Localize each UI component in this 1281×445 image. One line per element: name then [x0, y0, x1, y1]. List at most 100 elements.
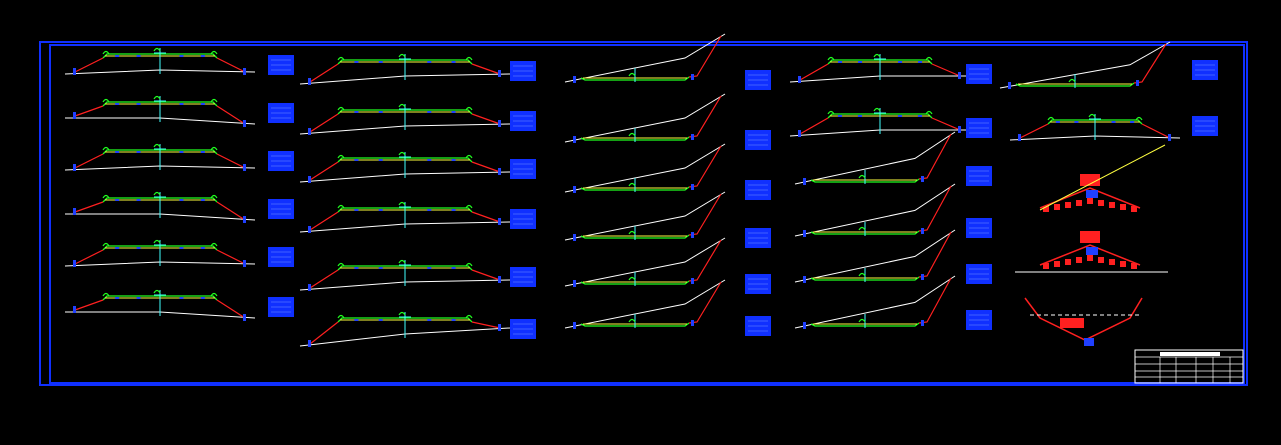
- section-c4-6-left-toe-marker: [803, 322, 806, 329]
- section-c2-6-road-mark: [427, 319, 432, 321]
- section-c4-6-ground-line: [794, 275, 956, 329]
- section-c1-4-road-mark: [179, 199, 184, 201]
- section-c2-5-left-slope: [309, 269, 339, 289]
- section-c1-2-road-mark: [200, 103, 205, 105]
- section-c1-3-left-slope: [74, 153, 104, 169]
- section-c2-3-right-curl: [465, 154, 473, 159]
- section-c2-4-center-curl: [398, 201, 406, 206]
- detail-diagram-2-block: [1087, 255, 1093, 261]
- section-c4-2-road-mark: [918, 115, 922, 117]
- section-c2-4-left-slope: [309, 211, 339, 231]
- section-c3-5-center-curl: [628, 276, 636, 281]
- section-c1-1-left-toe-marker: [73, 68, 76, 75]
- section-c1-5-road-mark: [200, 247, 205, 249]
- section-c1-2-road-mark: [136, 103, 141, 105]
- section-c5-2-right-slope: [1141, 123, 1171, 139]
- section-c1-6-right-slope: [216, 299, 246, 319]
- section-c3-5-left-toe-marker: [573, 280, 576, 287]
- section-c3-6-left-toe-marker: [573, 322, 576, 329]
- section-c1-1-road-mark: [136, 55, 141, 57]
- section-c1-5-center-curl: [153, 239, 161, 244]
- section-c4-5-center-curl: [858, 272, 866, 277]
- section-c4-5-ground-line: [794, 229, 956, 283]
- section-c4-4-cut-slope: [918, 185, 952, 232]
- section-c2-3-left-slope: [309, 161, 339, 181]
- section-c3-3-cut-slope: [688, 145, 722, 188]
- section-c3-5-right-marker: [691, 278, 694, 284]
- section-c1-3-center-curl: [153, 143, 161, 148]
- section-c2-5-left-curl: [337, 262, 345, 267]
- section-c4-1-road-mark: [858, 61, 862, 63]
- section-c1-4-left-slope: [74, 201, 104, 213]
- section-c3-4-cut-slope: [688, 193, 722, 236]
- detail-diagram-1-block: [1054, 204, 1060, 210]
- section-c5-1-ground-line: [999, 41, 1171, 89]
- section-c1-2-road-mark: [115, 103, 120, 105]
- section-c1-6-right-toe-marker: [243, 314, 246, 321]
- section-c2-4-right-curl: [465, 204, 473, 209]
- section-c2-4-right-toe-marker: [498, 218, 501, 225]
- section-c1-3-road-mark: [136, 151, 141, 153]
- section-c4-1-right-curl: [925, 56, 933, 61]
- section-c1-2-right-curl: [210, 98, 218, 103]
- section-c1-4-right-toe-marker: [243, 216, 246, 223]
- section-c1-1-right-slope: [216, 57, 246, 73]
- section-c1-4-left-toe-marker: [73, 208, 76, 215]
- section-c4-1-left-curl: [827, 56, 835, 61]
- section-c5-2-left-toe-marker: [1018, 134, 1021, 141]
- section-c2-5-left-toe-marker: [308, 284, 311, 291]
- section-c1-5-left-curl: [102, 242, 110, 247]
- section-c1-2-left-curl: [102, 98, 110, 103]
- section-c1-5-right-curl: [210, 242, 218, 247]
- section-c3-6-right-marker: [691, 320, 694, 326]
- detail-diagram-2-block: [1120, 261, 1126, 267]
- section-c4-4-center-curl: [858, 226, 866, 231]
- section-c1-5-road-mark: [115, 247, 120, 249]
- section-c2-2-center-curl: [398, 103, 406, 108]
- section-c2-6-road-mark: [354, 319, 359, 321]
- section-c1-6-center-curl: [153, 289, 161, 294]
- section-c3-5-ground-line: [564, 237, 726, 287]
- section-c5-1-center-curl: [1068, 78, 1076, 83]
- section-c2-2-road-mark: [378, 111, 383, 113]
- section-c1-6-road-mark: [136, 297, 141, 299]
- section-c2-3-road-mark: [451, 159, 456, 161]
- section-c2-5-center-curl: [398, 259, 406, 264]
- section-c1-2-left-slope: [74, 105, 104, 117]
- section-c4-2-right-toe-marker: [958, 126, 961, 133]
- section-c3-1-ground-line: [564, 33, 726, 83]
- section-c1-1-right-curl: [210, 50, 218, 55]
- section-c3-2-center-curl: [628, 132, 636, 137]
- section-c1-5-left-toe-marker: [73, 260, 76, 267]
- section-c2-1-road-mark: [378, 61, 383, 63]
- section-c1-5-right-slope: [216, 249, 246, 265]
- section-c1-1-left-slope: [74, 57, 104, 73]
- detail-diagram-1-blue-block: [1086, 190, 1098, 198]
- section-c3-3-left-toe-marker: [573, 186, 576, 193]
- section-c2-1-left-slope: [309, 63, 339, 83]
- section-c1-1-center-curl: [153, 47, 161, 52]
- section-c2-5-road-mark: [354, 267, 359, 269]
- section-c2-2-road-mark: [451, 111, 456, 113]
- section-c4-3-left-toe-marker: [803, 178, 806, 185]
- detail-diagram-2-block: [1076, 257, 1082, 263]
- section-c2-3-right-toe-marker: [498, 168, 501, 175]
- section-c2-3-right-slope: [471, 161, 501, 173]
- title-block-frame: [1134, 349, 1244, 384]
- detail-diagram-1-block: [1043, 206, 1049, 212]
- detail-diagram-2-block: [1131, 263, 1137, 269]
- drawing-frame-outer: [39, 41, 1248, 386]
- section-c2-3-road-mark: [354, 159, 359, 161]
- section-c1-4-road-mark: [136, 199, 141, 201]
- section-c2-5-right-slope: [471, 269, 501, 281]
- section-c3-6-ground-line: [564, 279, 726, 329]
- section-c2-6-right-slope: [471, 321, 501, 329]
- section-c1-6-left-slope: [74, 299, 104, 311]
- section-c2-2-road-mark: [354, 111, 359, 113]
- section-c5-1-right-marker: [1136, 80, 1139, 86]
- detail-diagram-1-block: [1076, 200, 1082, 206]
- section-c4-6-center-curl: [858, 318, 866, 323]
- section-c4-1-left-slope: [799, 63, 829, 81]
- section-c2-5-road-mark: [378, 267, 383, 269]
- section-c3-1-center-curl: [628, 72, 636, 77]
